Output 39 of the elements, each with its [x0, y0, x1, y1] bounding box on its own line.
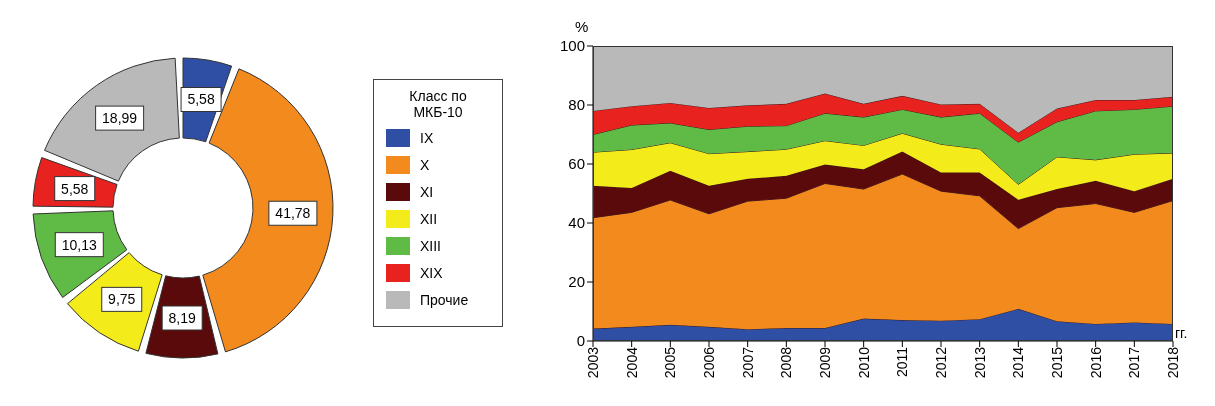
x-tick-label: 2006 — [700, 346, 717, 379]
x-tick-label: 2011 — [894, 346, 911, 378]
legend-title: Класс по МКБ-10 — [408, 88, 468, 120]
data-label: 10,13 — [61, 236, 98, 253]
x-tick-label: 2015 — [1048, 346, 1065, 379]
data-label: 5,58 — [187, 91, 215, 108]
x-tick-label: 2010 — [855, 346, 872, 379]
y-tick-label: 0 — [576, 332, 585, 350]
y-tick-label: 80 — [568, 96, 585, 114]
y-tick-label: 100 — [559, 37, 585, 55]
x-tick-label: 2007 — [739, 346, 756, 379]
legend-label: XIX — [420, 265, 443, 281]
x-axis-title: гг. — [1175, 325, 1188, 341]
x-tick-label: 2005 — [662, 346, 679, 379]
data-label: 8,19 — [168, 310, 197, 326]
legend-label: Прочие — [420, 292, 469, 308]
x-tick-label: 2014 — [1010, 346, 1027, 379]
data-label: 41,78 — [275, 205, 311, 222]
y-tick-label: 40 — [568, 214, 585, 232]
legend-label: XIII — [420, 238, 442, 254]
legend-label: X — [420, 157, 430, 173]
x-tick-label: 2003 — [584, 346, 601, 379]
legend-label: XII — [420, 211, 438, 227]
x-tick-label: 2013 — [971, 346, 988, 379]
x-tick-label: 2018 — [1164, 346, 1181, 379]
y-tick-label: 20 — [568, 273, 585, 291]
x-tick-label: 2009 — [816, 346, 833, 379]
data-label: 5,58 — [61, 180, 89, 197]
legend-label: IX — [420, 130, 434, 146]
x-tick-label: 2008 — [778, 346, 795, 379]
x-tick-label: 2012 — [932, 346, 949, 379]
y-tick-label: 60 — [568, 155, 585, 173]
x-tick-label: 2016 — [1087, 346, 1104, 379]
data-label: 9,75 — [108, 291, 136, 308]
x-tick-label: 2017 — [1126, 346, 1143, 379]
data-label: 18,99 — [102, 110, 138, 127]
legend-label: XI — [420, 184, 434, 200]
y-axis-title: % — [575, 18, 589, 35]
x-tick-label: 2004 — [623, 346, 640, 379]
